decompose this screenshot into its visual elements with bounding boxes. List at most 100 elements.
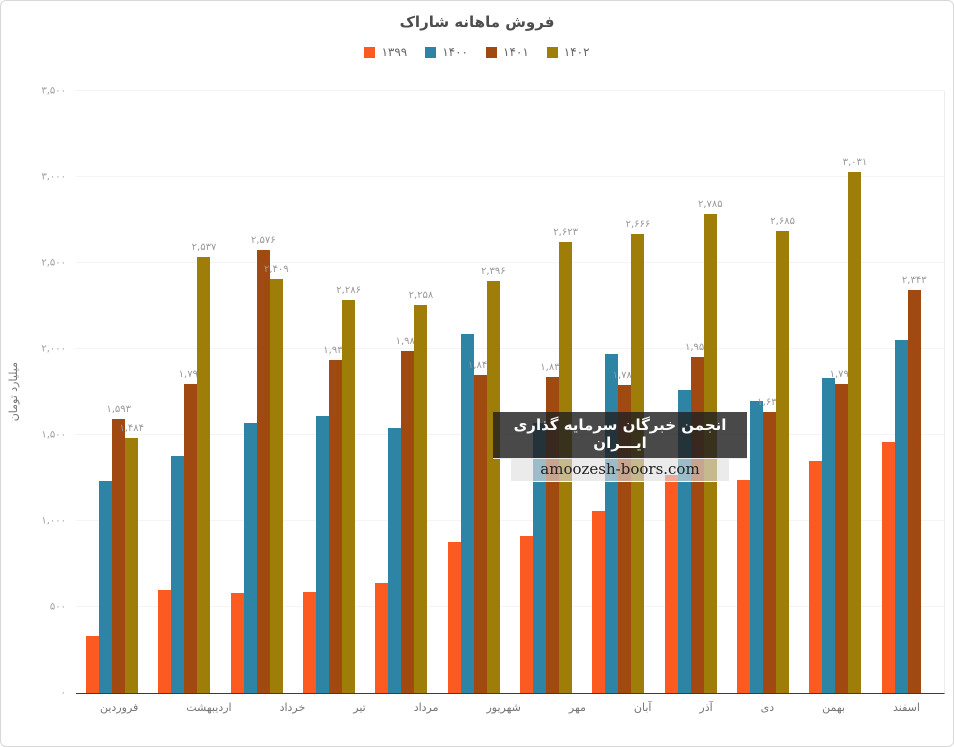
bar-value-label: ۱,۸۴۹ (467, 359, 493, 371)
x-axis-label: اسفند (893, 701, 920, 714)
bar-group-1: ۱,۵۹۳ ۱,۴۸۴ (86, 91, 144, 693)
bar-value-label: ۲,۵۳۷ (191, 241, 217, 253)
bar-1399[interactable] (375, 582, 389, 693)
legend-swatch (546, 46, 558, 58)
y-tick-label: ۰ (60, 687, 66, 699)
bar-group-9: ۱,۹۵۵ ۲,۷۸۵ (664, 91, 723, 693)
bar-group-12: ۲,۳۴۳ (881, 91, 934, 693)
bar-1402[interactable]: ۲,۶۸۵ (770, 216, 795, 693)
y-tick-label: ۱,۰۰۰ (41, 515, 66, 527)
bar-1402[interactable]: ۲,۵۳۷ (192, 242, 216, 693)
bar-1400[interactable] (822, 378, 836, 693)
bar-1401[interactable]: ۲,۳۴۳ (902, 275, 927, 693)
x-axis: فروردین اردیبهشت خرداد تیر مرداد شهریور مهر آبا… (76, 701, 944, 714)
x-axis-label: آذر (699, 701, 713, 714)
legend-swatch (364, 46, 376, 58)
watermark-url: amoozesh-boors.com (511, 459, 729, 482)
bar-1402[interactable]: ۲,۴۰۹ (264, 264, 289, 693)
bar-group-4: ۱,۹۳۷ ۲,۲۸۶ (303, 91, 361, 693)
bar-1401[interactable]: ۱,۷۹۶ (830, 369, 854, 693)
legend: ۱۳۹۹ ۱۴۰۰ ۱۴۰۱ ۱۴۰۲ (1, 45, 953, 59)
bar-value-label: ۱,۷۸۹ (612, 370, 638, 382)
bar-value-label: ۲,۴۰۹ (263, 263, 289, 275)
bar-1401[interactable]: ۱,۹۳۷ (323, 345, 348, 693)
y-tick-label: ۵۰۰ (49, 601, 66, 613)
gridline (76, 520, 944, 521)
legend-item-1401[interactable]: ۱۴۰۱ (486, 45, 529, 59)
bar-1399[interactable] (303, 592, 317, 693)
bar-1400[interactable] (460, 333, 474, 693)
legend-label: ۱۴۰۱ (503, 45, 529, 59)
bar-1402[interactable]: ۲,۲۵۸ (409, 290, 433, 693)
bar-1399[interactable] (737, 479, 751, 693)
bar-group-8: ۱,۷۸۹ ۲,۶۶۶ (592, 91, 650, 693)
gridline (76, 262, 944, 263)
bar-1402[interactable]: ۳,۰۳۱ (843, 157, 867, 693)
x-axis-label: مرداد (413, 701, 439, 714)
bar-1400[interactable] (533, 422, 547, 693)
bar-value-label: ۲,۵۷۶ (250, 234, 276, 246)
x-axis-label: مهر (568, 701, 586, 714)
bar-group-2: ۱,۷۹۸ ۲,۵۳۷ (158, 91, 216, 693)
bar-1400[interactable] (605, 354, 619, 693)
bar-value-label: ۱,۹۵۵ (684, 341, 710, 353)
x-axis-label: اردیبهشت (186, 701, 232, 714)
plot-area: ۰ ۵۰۰ ۱,۰۰۰ ۱,۵۰۰ ۲,۰۰۰ ۲,۵۰۰ ۳,۰۰۰ ۳,۵۰۰ ۱,۵۹۳ ۱… (41, 86, 945, 699)
bar-1400[interactable] (388, 428, 402, 693)
bar-1400[interactable] (243, 422, 257, 693)
gridline (76, 176, 944, 177)
legend-swatch (425, 46, 437, 58)
bar-1401[interactable]: ۱,۵۹۳ (106, 404, 131, 693)
bar-value-label: ۱,۷۹۸ (178, 368, 204, 380)
bar-1400[interactable] (99, 481, 113, 693)
y-tick-label: ۳,۰۰۰ (41, 171, 66, 183)
chart-title: فروش ماهانه شاراک (399, 13, 555, 31)
bar-1400[interactable] (750, 400, 764, 693)
watermark-title: انجمن خبرگان سرمایه گذاری ایـــران (493, 412, 747, 459)
bar-1401[interactable]: ۱,۸۴۹ (468, 360, 493, 693)
y-tick-label: ۱,۵۰۰ (41, 429, 66, 441)
x-axis-label: خرداد (279, 701, 306, 714)
bar-1399[interactable] (809, 460, 823, 693)
y-axis-title: میلیارد تومان (7, 362, 20, 422)
bar-group-11: ۱,۷۹۶ ۳,۰۳۱ (809, 91, 867, 693)
bar-1399[interactable] (520, 536, 534, 693)
bar-1400[interactable] (316, 416, 330, 693)
legend-item-1400[interactable]: ۱۴۰۰ (425, 45, 468, 59)
bar-value-label: ۲,۲۵۸ (408, 289, 434, 301)
gridline (76, 606, 944, 607)
bar-1399[interactable] (158, 589, 172, 693)
bar-1402[interactable]: ۱,۴۸۴ (119, 423, 144, 693)
bar-1399[interactable] (230, 593, 244, 693)
bar-1401[interactable]: ۱,۶۳۱ (757, 397, 782, 693)
bar-1401[interactable]: ۱,۹۸۷ (396, 336, 420, 693)
bar-value-label: ۳,۰۳۱ (842, 156, 868, 168)
bar-value-label: ۱,۷۹۶ (829, 369, 855, 381)
bar-value-label: ۲,۶۸۵ (770, 216, 795, 228)
x-axis-label: فروردین (99, 701, 139, 714)
gridline (76, 348, 944, 349)
bar-1402[interactable]: ۲,۲۸۶ (336, 285, 361, 693)
bar-1402[interactable]: ۲,۳۹۶ (481, 266, 506, 693)
legend-label: ۱۳۹۹ (381, 45, 408, 59)
bar-value-label: ۲,۶۲۳ (553, 226, 578, 238)
legend-label: ۱۴۰۲ (563, 45, 590, 59)
bar-1401[interactable]: ۲,۵۷۶ (251, 235, 276, 693)
bar-1399[interactable] (86, 636, 100, 693)
bar-1399[interactable] (447, 541, 461, 693)
bar-value-label: ۱,۹۳۷ (323, 344, 348, 356)
bar-value-label: ۲,۷۸۵ (697, 198, 723, 210)
bar-group-5: ۱,۹۸۷ ۲,۲۵۸ (375, 91, 433, 693)
bar-1401[interactable]: ۱,۹۵۵ (685, 342, 710, 693)
bar-1400[interactable] (171, 455, 185, 693)
legend-item-1402[interactable]: ۱۴۰۲ (546, 45, 590, 59)
watermark: انجمن خبرگان سرمایه گذاری ایـــران amooz… (493, 412, 747, 482)
bar-1400[interactable] (894, 340, 908, 693)
bar-1399[interactable] (664, 474, 678, 693)
bar-1399[interactable] (881, 441, 895, 693)
bar-1401[interactable]: ۱,۷۹۸ (179, 369, 203, 693)
x-axis-label: بهمن (822, 701, 846, 714)
legend-item-1399[interactable]: ۱۳۹۹ (364, 45, 407, 59)
bar-1399[interactable] (592, 510, 606, 693)
